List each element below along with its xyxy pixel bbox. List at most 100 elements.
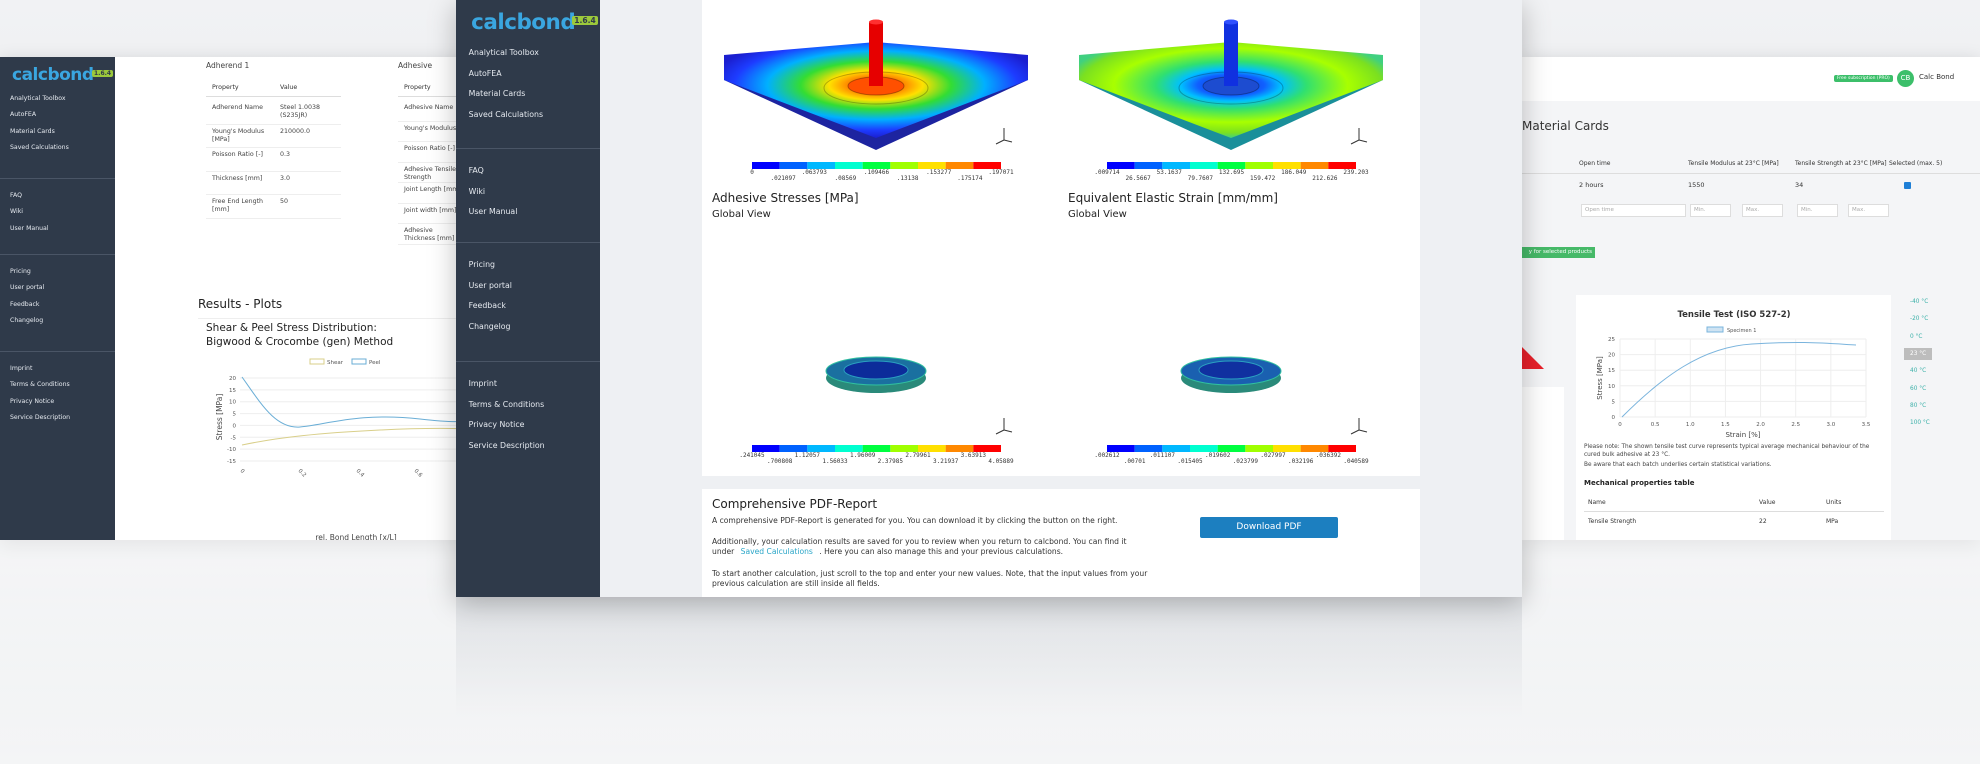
y-tick-label: 20 — [229, 376, 236, 382]
menu-item[interactable]: AutoFEA — [468, 68, 502, 78]
y-axis-label: Stress [MPa] — [1596, 356, 1604, 400]
version-badge: 1.6.4 — [572, 16, 598, 26]
menu-item[interactable]: Saved Calculations — [468, 109, 544, 119]
table-cell: Joint width [mm] — [404, 206, 457, 214]
table-rule — [1522, 173, 1980, 174]
filter-input[interactable]: Max. — [1742, 204, 1783, 217]
colorbar-segment — [1328, 445, 1356, 452]
menu-item[interactable]: Material Cards — [468, 89, 526, 99]
colorbar-segment — [752, 445, 780, 452]
menu-item[interactable]: Privacy Notice — [468, 420, 525, 430]
menu-item[interactable]: Privacy Notice — [10, 397, 55, 405]
y-tick-label: 0 — [1612, 415, 1616, 421]
menu-item[interactable]: Wiki — [468, 186, 486, 196]
table-cell: Young's Modulus — [404, 124, 457, 132]
menu-item[interactable]: Imprint — [468, 379, 497, 388]
menu-item[interactable]: Wiki — [10, 208, 24, 216]
section-title: Adhesive — [398, 61, 433, 70]
menu-item[interactable]: Material Cards — [10, 127, 55, 135]
menu-item[interactable]: User portal — [468, 280, 512, 290]
y-tick-label: 20 — [1608, 353, 1615, 359]
table-rule — [206, 194, 341, 195]
legend-label: Specimen 1 — [1727, 328, 1756, 334]
temperature-option[interactable]: 80 °C — [1910, 402, 1927, 409]
colorbar-segment — [945, 162, 974, 169]
menu-item[interactable]: Service Description — [10, 413, 71, 421]
link[interactable]: Saved Calculations — [738, 546, 813, 556]
menu-divider — [456, 242, 600, 244]
colorbar-label: 79.7607 — [1188, 175, 1214, 182]
menu-item[interactable]: Changelog — [468, 321, 511, 331]
table-cell: Steel 1.0038 (S235JR) — [280, 104, 320, 120]
x-tick-label: 3.5 — [1862, 422, 1871, 428]
checkbox[interactable] — [1904, 182, 1911, 189]
colorbar-label: .032196 — [1288, 458, 1314, 465]
menu-item[interactable]: Imprint — [10, 365, 33, 372]
menu-item[interactable]: Feedback — [468, 301, 506, 311]
menu-item[interactable]: Pricing — [468, 260, 496, 269]
colorbar-segment — [1134, 445, 1163, 452]
filter-input[interactable]: Min. — [1690, 204, 1731, 217]
menu-item[interactable]: Analytical Toolbox — [10, 95, 66, 102]
temperature-option[interactable]: 60 °C — [1910, 385, 1927, 392]
download-button[interactable]: Download PDF — [1200, 517, 1338, 538]
y-tick-label: 15 — [229, 388, 236, 394]
colorbar-segment — [1217, 162, 1246, 169]
colorbar-segment — [1273, 445, 1301, 452]
avatar: CB — [1897, 70, 1914, 87]
temperature-option[interactable]: -20 °C — [1910, 316, 1929, 323]
temperature-option[interactable]: -40 °C — [1910, 299, 1929, 305]
menu-item[interactable]: Service Description — [468, 440, 545, 450]
menu-item[interactable]: Saved Calculations — [10, 143, 69, 151]
colorbar-label: .700808 — [767, 458, 793, 465]
colorbar-label: 239.203 — [1343, 169, 1369, 176]
temperature-option[interactable]: 23 °C — [1904, 347, 1933, 360]
menu-item[interactable]: User Manual — [10, 224, 49, 232]
legend-swatch — [1706, 326, 1724, 333]
menu-item[interactable]: User Manual — [468, 207, 518, 217]
menu-item[interactable]: Terms & Conditions — [468, 399, 545, 409]
paragraph: To start another calculation, just scrol… — [712, 569, 1148, 588]
colorbar-segment — [807, 445, 835, 452]
filter-input[interactable]: Max. — [1848, 204, 1889, 217]
colorbar-label: 3.63913 — [961, 452, 987, 459]
center-screen: calcbond 1.6.4 Analytical Toolbox AutoFEA Ma… — [456, 0, 1522, 597]
x-axis-label: Strain [%] — [1725, 431, 1760, 439]
colorbar-label: .009714 — [1094, 169, 1120, 176]
table-rule — [206, 96, 341, 97]
user-name: Calc Bond — [1919, 73, 1955, 81]
menu-item[interactable]: Analytical Toolbox — [468, 48, 539, 57]
temperature-option[interactable]: 40 °C — [1910, 368, 1927, 375]
menu-item[interactable]: Feedback — [10, 300, 40, 308]
menu-item[interactable]: Changelog — [10, 316, 44, 324]
sidebar: calcbond 1.6.4 Analytical Toolbox AutoFEA Ma… — [0, 57, 115, 540]
colorbar-label: .002612 — [1094, 452, 1120, 459]
temperature-option[interactable]: 100 °C — [1910, 420, 1930, 427]
apply-button[interactable]: y for selected products — [1522, 247, 1595, 258]
pillar — [869, 22, 883, 86]
table-rule — [206, 123, 341, 125]
menu-item[interactable]: Terms & Conditions — [10, 381, 70, 389]
filter-input[interactable]: Min. — [1797, 204, 1838, 217]
colorbar-label: .019602 — [1205, 452, 1231, 459]
colorbar-segment — [1190, 162, 1218, 169]
colorbar-segment — [918, 162, 946, 169]
menu-divider — [456, 361, 600, 363]
menu-item[interactable]: Pricing — [10, 268, 31, 275]
table-cell: Joint Length [mm] — [404, 186, 461, 193]
menu-item[interactable]: FAQ — [468, 166, 484, 175]
menu-item[interactable]: FAQ — [10, 192, 22, 199]
colorbar-label: .040589 — [1343, 458, 1369, 465]
temperature-option[interactable]: 0 °C — [1910, 333, 1923, 340]
menu-item[interactable]: AutoFEA — [10, 111, 37, 119]
table-cell: 0.3 — [280, 151, 291, 158]
y-tick-label: 10 — [229, 400, 236, 406]
colorbar-label: .109466 — [864, 169, 890, 176]
colorbar-label: .241045 — [739, 452, 765, 459]
filter-input[interactable]: Open time — [1581, 204, 1686, 217]
y-tick-label: 5 — [233, 412, 237, 418]
triad — [1350, 418, 1368, 435]
colorbar-label: .015405 — [1177, 458, 1203, 465]
menu-item[interactable]: User portal — [10, 284, 45, 292]
colorbar-label: 4.05889 — [988, 458, 1014, 465]
